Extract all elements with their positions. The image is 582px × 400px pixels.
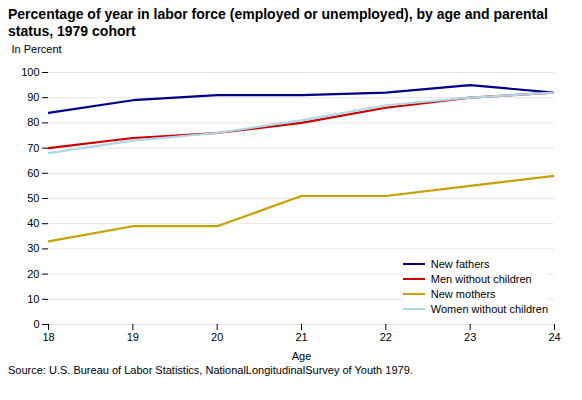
html-text:Women without children: Women without children — [430, 303, 548, 315]
svg-text:30: 30 — [27, 242, 39, 254]
html-text:Men without children: Men without children — [430, 273, 532, 285]
svg-text:0: 0 — [33, 318, 39, 330]
svg-text:24: 24 — [548, 331, 560, 343]
svg-text:20: 20 — [211, 331, 223, 343]
html-text:New mothers: New mothers — [430, 288, 496, 300]
svg-text:In Percent: In Percent — [12, 43, 62, 55]
svg-text:100: 100 — [21, 66, 39, 78]
svg-text:50: 50 — [27, 192, 39, 204]
svg-text:80: 80 — [27, 116, 39, 128]
svg-text:19: 19 — [127, 331, 139, 343]
svg-text:70: 70 — [27, 142, 39, 154]
svg-text:10: 10 — [27, 293, 39, 305]
svg-text:40: 40 — [27, 217, 39, 229]
html-text:Percentage of year in labor fo: Percentage of year in labor force (emplo… — [8, 6, 548, 39]
svg-text:60: 60 — [27, 167, 39, 179]
svg-text:23: 23 — [464, 331, 476, 343]
svg-text:22: 22 — [380, 331, 392, 343]
svg-text:21: 21 — [295, 331, 307, 343]
html-text:Source: U.S. Bureau of Labor S: Source: U.S. Bureau of Labor Statistics,… — [8, 364, 413, 376]
svg-text:90: 90 — [27, 91, 39, 103]
svg-text:20: 20 — [27, 268, 39, 280]
svg-text:18: 18 — [42, 331, 54, 343]
html-text:New fathers: New fathers — [430, 258, 490, 270]
svg-text:Age: Age — [292, 350, 312, 362]
